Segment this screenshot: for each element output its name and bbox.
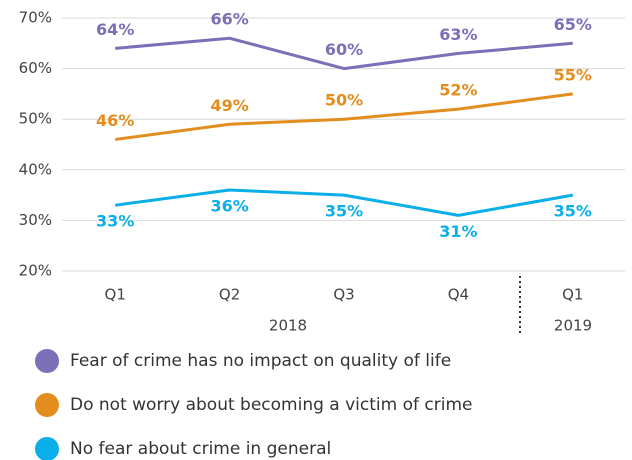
- legend-swatch: [35, 393, 59, 417]
- y-tick-label: 60%: [19, 59, 52, 77]
- data-label: 46%: [96, 111, 134, 130]
- legend-label: Do not worry about becoming a victim of …: [70, 395, 472, 415]
- data-label: 36%: [210, 197, 248, 216]
- data-label: 60%: [325, 40, 363, 59]
- data-label: 31%: [439, 222, 477, 241]
- y-tick-label: 30%: [19, 211, 52, 229]
- data-label: 52%: [439, 81, 477, 100]
- y-tick-label: 70%: [19, 9, 52, 27]
- x-tick-label: Q1: [105, 286, 126, 304]
- y-tick-label: 20%: [19, 262, 52, 280]
- x-tick-label: Q3: [333, 286, 354, 304]
- year-label: 2018: [269, 317, 307, 335]
- x-tick-label: Q4: [448, 286, 469, 304]
- data-label: 65%: [554, 15, 592, 34]
- legend-label: Fear of crime has no impact on quality o…: [70, 351, 451, 371]
- series-line: [115, 92, 573, 141]
- y-tick-label: 50%: [19, 110, 52, 128]
- data-label: 63%: [439, 25, 477, 44]
- year-label: 2019: [554, 317, 592, 335]
- data-label: 49%: [210, 96, 248, 115]
- series-line: [115, 36, 573, 71]
- legend-swatch: [35, 349, 59, 373]
- x-tick-label: Q2: [219, 286, 240, 304]
- data-label: 66%: [210, 10, 248, 29]
- data-label: 64%: [96, 20, 134, 39]
- legend-label: No fear about crime in general: [70, 439, 331, 459]
- data-label: 50%: [325, 91, 363, 110]
- x-tick-label: Q1: [562, 286, 583, 304]
- legend-swatch: [35, 437, 59, 460]
- data-label: 35%: [325, 202, 363, 221]
- data-label: 55%: [554, 65, 592, 84]
- data-label: 35%: [554, 202, 592, 221]
- y-tick-label: 40%: [19, 160, 52, 178]
- data-label: 33%: [96, 212, 134, 231]
- series-line: [115, 188, 574, 217]
